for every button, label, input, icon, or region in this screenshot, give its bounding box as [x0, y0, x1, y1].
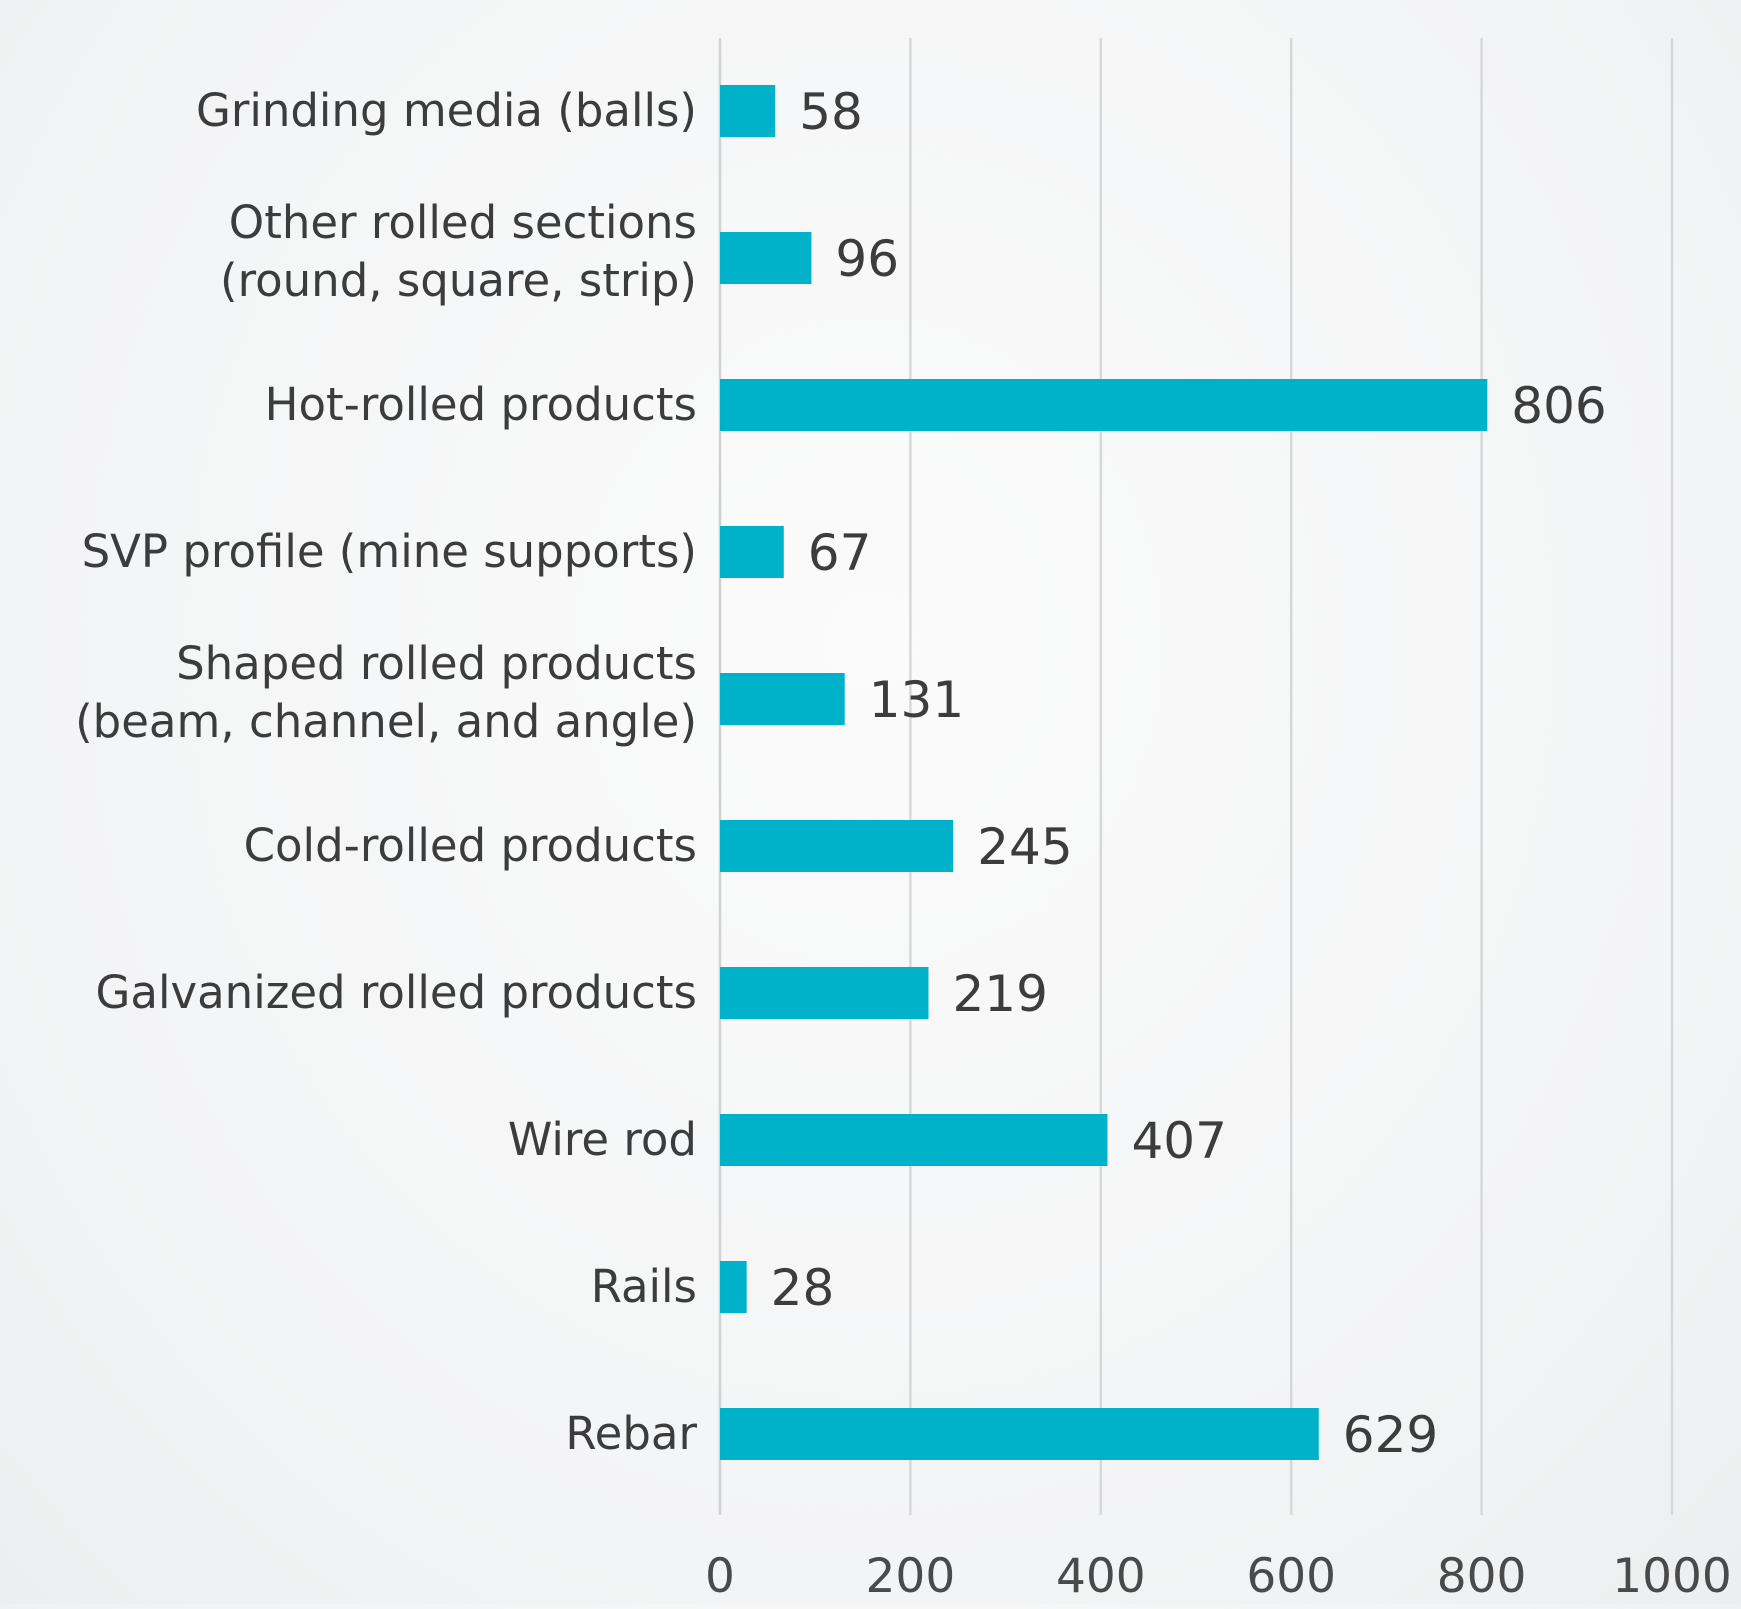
category-label: Grinding media (balls) [196, 84, 697, 137]
x-tick-label: 600 [1246, 1549, 1336, 1604]
bar [720, 526, 784, 578]
category-label: Wire rod [508, 1113, 697, 1166]
category-label: Hot-rolled products [265, 378, 697, 431]
category-label: Other rolled sections [229, 196, 697, 249]
bar [720, 85, 776, 137]
category-label: Rails [591, 1260, 697, 1313]
category-labels: Grinding media (balls) Other rolled secti… [75, 84, 697, 1460]
bar-value-label: 629 [1343, 1406, 1438, 1464]
bar-value-label: 67 [808, 524, 872, 582]
bar-value-label: 58 [799, 83, 863, 141]
bar [720, 967, 929, 1019]
x-tick-label: 400 [1056, 1549, 1146, 1604]
bar-value-label: 219 [952, 965, 1047, 1023]
bar-value-label: 806 [1511, 377, 1606, 435]
x-tick-label: 1000 [1612, 1549, 1732, 1604]
value-labels: 58 96 806 67 131 245 219 407 28 629 [771, 83, 1607, 1464]
bar-value-label: 245 [977, 818, 1072, 876]
bar [720, 232, 812, 284]
bar [720, 673, 845, 725]
category-label: SVP profile (mine supports) [82, 525, 697, 578]
bar [720, 1408, 1319, 1460]
bar [720, 379, 1488, 431]
bar-value-label: 131 [869, 671, 964, 729]
category-label: Cold-rolled products [244, 819, 697, 872]
category-label: Galvanized rolled products [96, 966, 697, 1019]
bar-value-label: 96 [835, 230, 899, 288]
bar-value-label: 28 [771, 1259, 835, 1317]
x-tick-label: 800 [1437, 1549, 1527, 1604]
x-tick-label: 200 [866, 1549, 956, 1604]
bar [720, 1114, 1108, 1166]
x-tick-label: 0 [705, 1549, 735, 1604]
category-label: (beam, channel, and angle) [75, 695, 697, 748]
category-label: (round, square, strip) [220, 254, 697, 307]
bar [720, 1261, 747, 1313]
category-label: Shaped rolled products [176, 637, 697, 690]
bar-value-label: 407 [1131, 1112, 1226, 1170]
bar [720, 820, 954, 872]
category-label: Rebar [565, 1407, 697, 1460]
x-axis-tick-labels: 0 200 400 600 800 1000 [705, 1549, 1732, 1604]
bars [720, 85, 1488, 1460]
